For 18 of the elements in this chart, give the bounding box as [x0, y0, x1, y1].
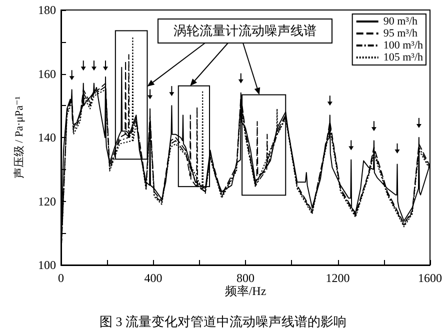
- x-axis-title: 频率/Hz: [224, 284, 266, 298]
- y-tick-label: 180: [38, 3, 56, 17]
- x-tick-label: 400: [144, 271, 162, 285]
- legend-label: 90 m³/h: [383, 16, 418, 28]
- y-tick-label: 100: [38, 258, 56, 272]
- x-tick-label: 1600: [418, 271, 442, 285]
- x-tick-label: 1200: [326, 271, 350, 285]
- y-tick-label: 160: [38, 66, 56, 81]
- legend-label: 105 m³/h: [383, 52, 424, 64]
- legend-label: 100 m³/h: [383, 40, 424, 52]
- y-axis-title: 声压级 / Pa·μPa⁻¹: [12, 96, 26, 179]
- legend-label: 95 m³/h: [383, 28, 418, 40]
- x-tick-label: 0: [58, 271, 64, 285]
- caption: 图 3 流量变化对管道中流动噪声线谱的影响: [100, 314, 346, 329]
- y-tick-label: 140: [38, 130, 56, 144]
- x-tick-label: 800: [236, 271, 254, 285]
- y-tick-label: 120: [38, 194, 56, 208]
- annotation: 涡轮流量计流动噪声线谱: [174, 23, 316, 38]
